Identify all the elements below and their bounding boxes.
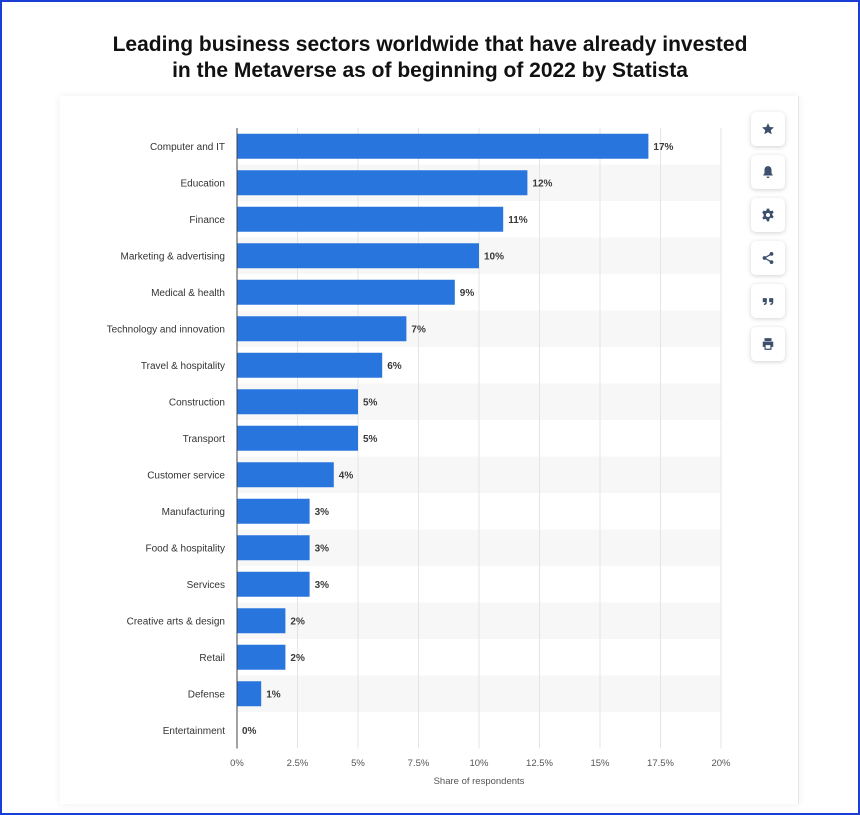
category-label: Entertainment [163, 726, 225, 737]
value-label: 11% [508, 215, 528, 226]
value-label: 3% [315, 507, 330, 518]
bar [237, 462, 334, 488]
x-tick-label: 17.5% [647, 758, 674, 769]
bar [237, 243, 479, 269]
bar [237, 608, 286, 634]
bar [237, 681, 262, 707]
bar [237, 352, 383, 378]
category-label: Creative arts & design [127, 616, 225, 627]
title-line-1: Leading business sectors worldwide that … [112, 33, 748, 56]
bar [237, 389, 358, 415]
value-label: 1% [266, 689, 281, 700]
gear-icon [762, 208, 774, 222]
value-label: 9% [460, 288, 475, 299]
value-label: 6% [387, 361, 402, 372]
value-label: 10% [484, 251, 504, 262]
category-label: Education [181, 178, 225, 189]
bar [237, 535, 310, 561]
category-label: Customer service [147, 470, 225, 481]
value-label: 2% [290, 653, 305, 664]
bar [237, 279, 455, 305]
category-label: Computer and IT [150, 142, 225, 153]
category-label: Finance [189, 215, 225, 226]
x-tick-label: 12.5% [526, 758, 553, 769]
page-title: Leading business sectors worldwide that … [2, 32, 858, 84]
x-tick-label: 2.5% [287, 758, 309, 769]
value-label: 2% [290, 616, 305, 627]
title-line-2: in the Metaverse as of beginning of 2022… [172, 59, 688, 82]
bar [237, 133, 649, 159]
star-icon [762, 123, 774, 135]
x-tick-label: 20% [711, 758, 731, 769]
bar [237, 206, 504, 232]
category-label: Retail [199, 653, 225, 664]
value-label: 0% [242, 726, 257, 737]
value-label: 5% [363, 434, 378, 445]
value-label: 3% [315, 580, 330, 591]
category-label: Defense [188, 689, 226, 700]
category-label: Marketing & advertising [121, 251, 226, 262]
bar [237, 425, 358, 451]
bar [237, 316, 407, 342]
print-icon [762, 338, 774, 350]
bar [237, 571, 310, 597]
x-tick-label: 5% [351, 758, 365, 769]
category-label: Food & hospitality [146, 543, 226, 554]
value-label: 17% [653, 142, 673, 153]
category-label: Technology and innovation [107, 324, 225, 335]
settings-button[interactable] [751, 198, 785, 232]
value-label: 12% [532, 178, 552, 189]
value-label: 4% [339, 470, 354, 481]
bell-icon [763, 166, 773, 179]
chart-toolbar [751, 112, 787, 370]
category-label: Construction [169, 397, 225, 408]
print-button[interactable] [751, 327, 785, 361]
value-label: 5% [363, 397, 378, 408]
favorite-button[interactable] [751, 112, 785, 146]
bar [237, 498, 310, 524]
quote-icon [762, 298, 774, 306]
x-tick-label: 0% [230, 758, 244, 769]
category-label: Medical & health [151, 288, 225, 299]
notification-button[interactable] [751, 155, 785, 189]
bar [237, 644, 286, 670]
x-tick-label: 10% [469, 758, 489, 769]
x-tick-label: 7.5% [408, 758, 430, 769]
x-axis-title: Share of respondents [434, 776, 525, 787]
category-label: Transport [183, 434, 226, 445]
value-label: 3% [315, 543, 330, 554]
bar [237, 170, 528, 196]
x-tick-label: 15% [590, 758, 610, 769]
value-label: 7% [411, 324, 426, 335]
share-button[interactable] [751, 241, 785, 275]
cite-button[interactable] [751, 284, 785, 318]
category-label: Travel & hospitality [141, 361, 225, 372]
share-icon [762, 252, 774, 264]
category-label: Services [187, 580, 225, 591]
category-label: Manufacturing [162, 507, 225, 518]
